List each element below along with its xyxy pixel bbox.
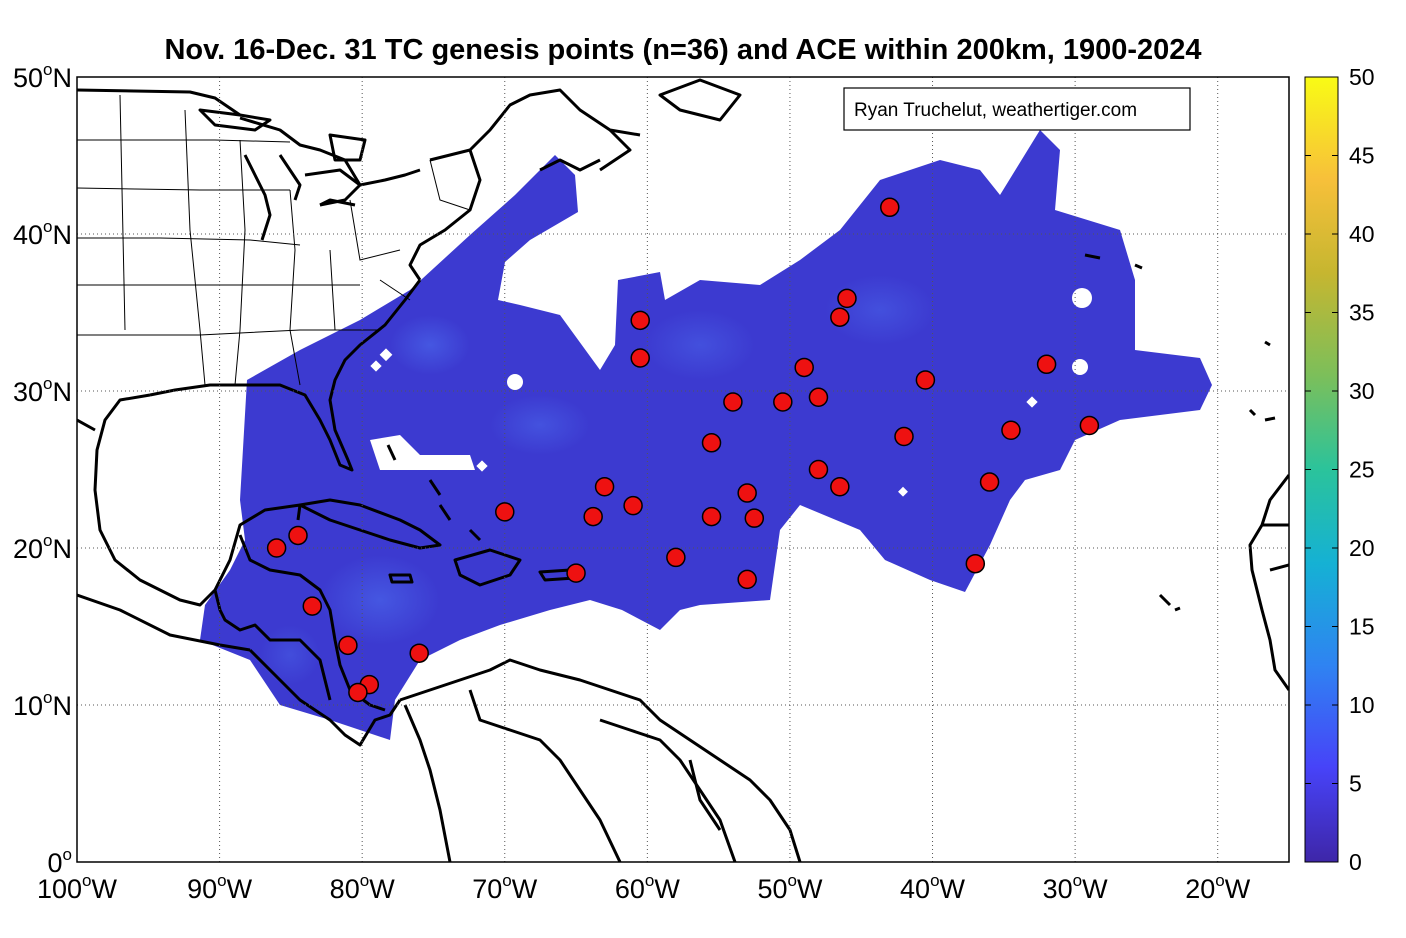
map-frame — [76, 76, 1290, 863]
colorbar-label: 35 — [1349, 300, 1375, 326]
genesis-point — [666, 547, 686, 568]
genesis-point — [723, 392, 743, 412]
lat-label: 30oN — [13, 374, 72, 407]
genesis-point — [623, 495, 643, 516]
lat-label: 40oN — [13, 217, 72, 250]
genesis-point — [1036, 354, 1057, 375]
colorbar-label: 10 — [1349, 692, 1375, 718]
colorbar-ticks: 0 5 10 15 20 25 30 35 40 45 50 — [1305, 64, 1375, 875]
genesis-point — [409, 643, 429, 663]
colorbar-label: 15 — [1349, 614, 1375, 640]
genesis-points — [266, 197, 1100, 703]
genesis-point — [566, 563, 586, 583]
lat-label: 20oN — [13, 531, 72, 564]
lon-label: 30oW — [1043, 871, 1109, 904]
genesis-point — [594, 477, 615, 497]
genesis-point — [583, 506, 603, 527]
genesis-point — [348, 682, 368, 703]
lon-label: 70oW — [472, 871, 538, 904]
colorbar-label: 0 — [1349, 849, 1362, 875]
genesis-point — [830, 477, 850, 497]
genesis-point — [737, 483, 757, 503]
genesis-point — [894, 426, 914, 447]
genesis-point — [266, 538, 287, 558]
colorbar-label: 50 — [1349, 64, 1375, 90]
latitude-labels: 50oN 40oN 30oN 20oN 10oN 0o — [13, 60, 72, 878]
credit-box — [843, 87, 1191, 131]
genesis-point — [837, 288, 857, 309]
lon-label: 50oW — [757, 871, 823, 904]
genesis-point — [302, 596, 323, 616]
lat-label: 0o — [48, 845, 73, 878]
us-state-borders — [77, 94, 471, 386]
genesis-point — [630, 348, 650, 368]
genesis-point — [338, 635, 358, 656]
lon-label: 80oW — [330, 871, 396, 904]
genesis-point — [701, 433, 722, 453]
map-title: Nov. 16-Dec. 31 TC genesis points (n=36)… — [164, 34, 1202, 66]
longitude-labels: 100oW 90oW 80oW 70oW 60oW 50oW 40oW 30oW 20oW — [37, 871, 1251, 904]
genesis-point — [495, 502, 515, 522]
lon-label: 20oW — [1185, 871, 1251, 904]
credit-text: Ryan Truchelut, weathertiger.com — [854, 100, 1137, 121]
colorbar-label: 40 — [1349, 221, 1375, 247]
genesis-point — [794, 357, 814, 378]
lon-label: 60oW — [615, 871, 681, 904]
colorbar-label: 45 — [1349, 143, 1375, 169]
genesis-point — [808, 387, 829, 408]
genesis-point — [701, 506, 722, 527]
genesis-point — [1079, 415, 1100, 436]
lat-label: 10oN — [13, 688, 72, 721]
colorbar-label: 5 — [1349, 771, 1362, 797]
genesis-point — [979, 472, 1000, 492]
colorbar-label: 25 — [1349, 457, 1375, 483]
graticule — [77, 77, 1289, 862]
genesis-point — [288, 525, 308, 546]
lon-label: 100oW — [37, 871, 118, 904]
genesis-point — [808, 459, 829, 480]
genesis-point — [880, 197, 900, 218]
genesis-point — [965, 553, 986, 574]
lon-label: 40oW — [900, 871, 966, 904]
genesis-point — [773, 392, 793, 412]
colorbar-label: 20 — [1349, 535, 1375, 561]
genesis-point — [630, 310, 650, 331]
coastlines — [77, 78, 1289, 862]
genesis-point — [744, 508, 765, 528]
genesis-point — [915, 370, 936, 390]
genesis-point — [830, 307, 850, 327]
genesis-point — [1001, 420, 1021, 440]
genesis-point — [737, 569, 757, 590]
lat-label: 50oN — [13, 60, 72, 93]
colorbar-label: 30 — [1349, 378, 1375, 404]
lon-label: 90oW — [187, 871, 253, 904]
